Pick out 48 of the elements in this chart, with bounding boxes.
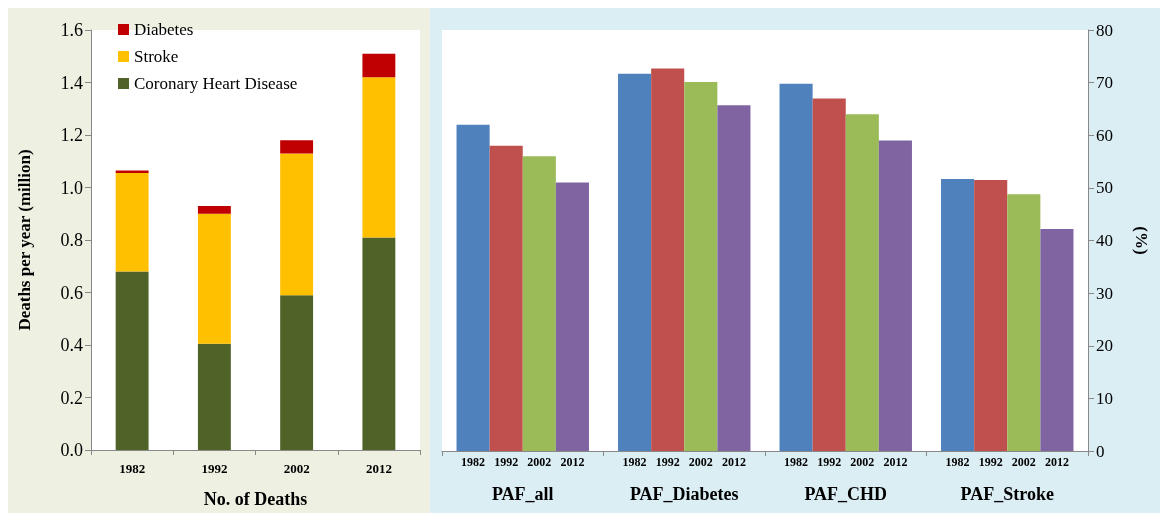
bar <box>812 98 846 451</box>
legend-label: Coronary Heart Disease <box>134 74 298 93</box>
bar <box>456 124 490 451</box>
y-tick-label: 1.6 <box>60 20 83 40</box>
y-axis-title: (%) <box>1132 226 1151 255</box>
bar <box>717 105 751 451</box>
x-tick-label: 2002 <box>283 461 310 476</box>
y-tick-label: 40 <box>1096 231 1113 250</box>
y-tick-label: 60 <box>1096 125 1113 145</box>
y-tick-label: 70 <box>1096 73 1113 93</box>
y-tick-label: 0 <box>1096 441 1105 461</box>
y-tick-label: 0.4 <box>60 335 83 355</box>
y-axis-title: Deaths per year (million) <box>15 149 34 331</box>
bar <box>779 83 813 451</box>
x-tick-label: 1982 <box>119 461 146 476</box>
bar <box>845 114 879 451</box>
legend-label: Stroke <box>134 47 179 66</box>
bar <box>651 68 685 451</box>
bar <box>941 178 975 451</box>
y-tick-label: 0.2 <box>60 387 83 408</box>
y-tick-label: 20 <box>1096 336 1113 356</box>
bar <box>489 145 523 451</box>
bar <box>1007 194 1041 451</box>
y-tick-label: 1.0 <box>60 177 83 198</box>
y-tick-label: 0.0 <box>60 440 83 460</box>
y-tick-label: 1.2 <box>60 125 83 145</box>
bar <box>522 156 556 451</box>
bar <box>878 140 912 451</box>
x-tick-label: PAF_Diabetes <box>629 484 739 504</box>
x-tick-label: PAF_all <box>491 484 554 504</box>
bar <box>684 82 718 451</box>
bar <box>1040 228 1074 451</box>
bar <box>555 182 589 451</box>
y-tick-label: 10 <box>1096 388 1113 408</box>
y-tick-label: 1.4 <box>60 72 83 93</box>
bar <box>618 73 652 451</box>
x-axis-title: No. of Deaths <box>203 489 308 509</box>
y-tick-label: 50 <box>1096 178 1113 198</box>
legend-label: Diabetes <box>134 20 194 39</box>
y-tick-label: 0.8 <box>60 230 83 250</box>
bar <box>974 179 1008 451</box>
x-tick-label: PAF_CHD <box>804 484 888 504</box>
y-tick-label: 30 <box>1096 283 1113 303</box>
x-tick-label: 1992 <box>201 461 228 476</box>
y-tick-label: 80 <box>1096 20 1113 40</box>
x-tick-label: PAF_Stroke <box>960 484 1054 504</box>
y-tick-label: 0.6 <box>60 282 83 303</box>
x-tick-label: 2012 <box>365 461 392 476</box>
